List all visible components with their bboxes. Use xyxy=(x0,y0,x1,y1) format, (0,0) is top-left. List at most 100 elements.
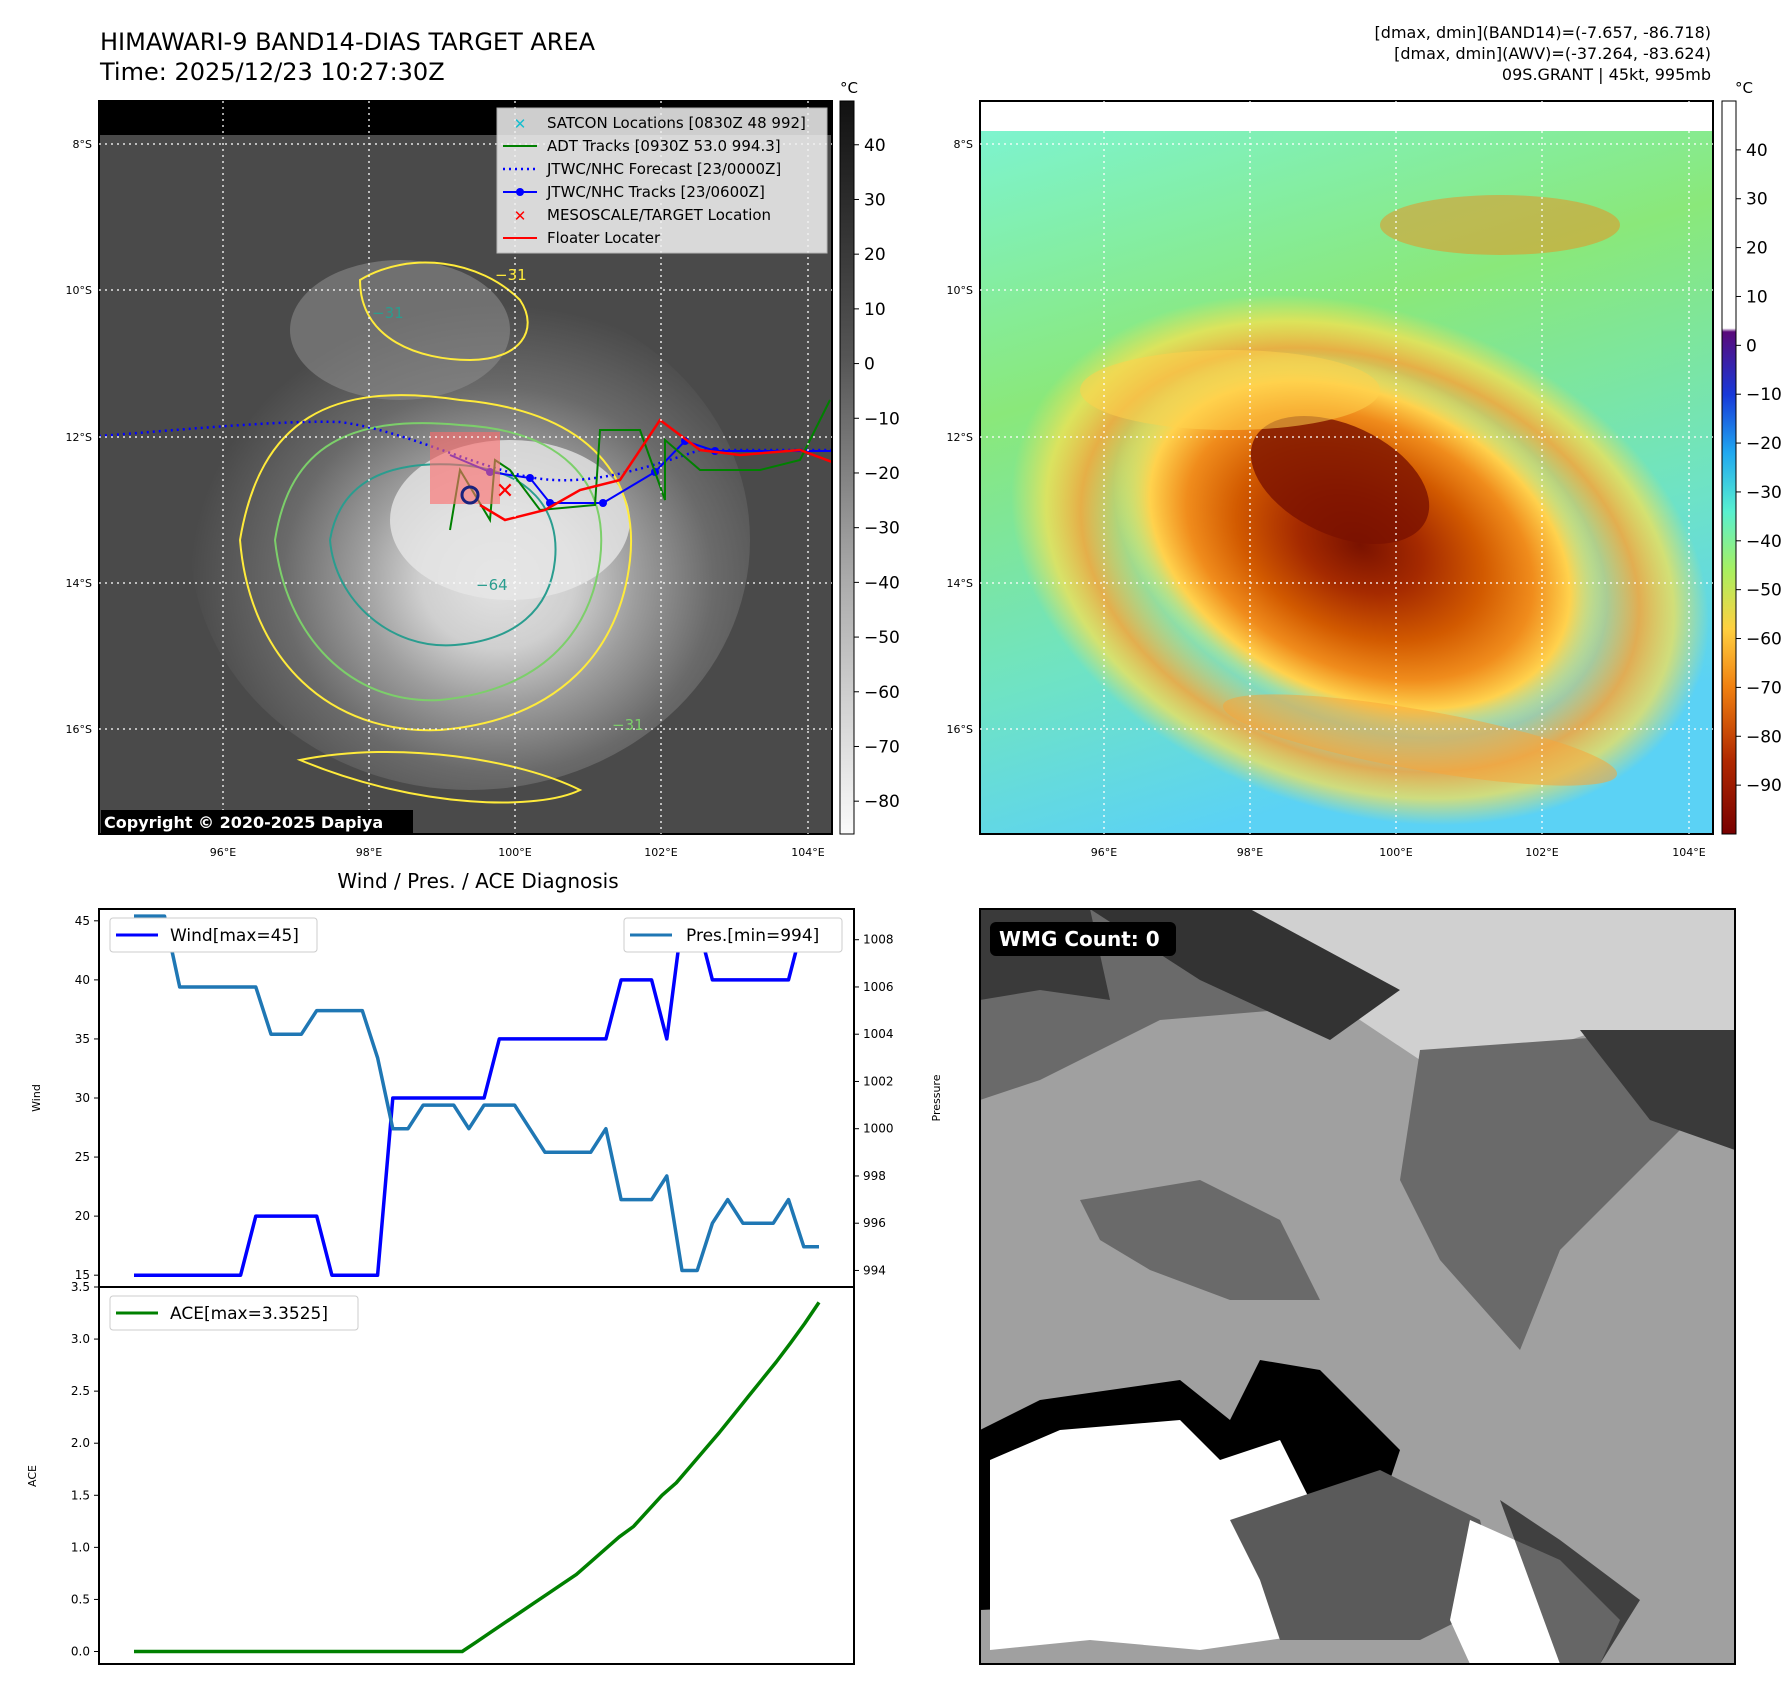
colorbar-tick-label: −20 xyxy=(1746,434,1782,454)
wind-pressure-chart: 15 20 25 30 35 40 45 994 996 998 1000 1002 1004 1006 1… xyxy=(30,908,943,1288)
ir-legend: ✕ SATCON Locations [0830Z 48 992] ADT Tr… xyxy=(496,107,828,254)
svg-text:16°S: 16°S xyxy=(947,723,973,736)
colorbar-tick-label: −60 xyxy=(1746,630,1782,650)
series-line-1 xyxy=(134,914,819,1273)
colorbar-tick-label: −10 xyxy=(864,409,900,429)
colorbar-tick-label: 10 xyxy=(1746,287,1768,307)
jtwc-forecast-track xyxy=(99,420,832,482)
y-right-tick-label: 994 xyxy=(863,1263,886,1277)
stats-storm: 09S.GRANT | 45kt, 995mb xyxy=(1502,65,1711,84)
colorbar-tick-label: 20 xyxy=(1746,239,1768,259)
contour-green xyxy=(273,422,603,702)
y-tick-label: 3.5 xyxy=(71,1280,90,1294)
wmg-count-badge xyxy=(990,922,1176,956)
svg-text:10°S: 10°S xyxy=(66,284,92,297)
wind-axis-label: Wind xyxy=(30,1084,43,1112)
y-right-tick-label: 1002 xyxy=(863,1074,894,1088)
y-tick-label: 2.5 xyxy=(71,1384,90,1398)
pressure-legend: Pres.[min=994] xyxy=(623,917,843,953)
y-tick-label: 2.0 xyxy=(71,1436,90,1450)
svg-text:104°E: 104°E xyxy=(791,846,824,859)
copyright-text: Copyright © 2020-2025 Dapiya xyxy=(104,813,383,832)
colorbar-tick-label: 30 xyxy=(1746,190,1768,210)
colorbar-tick-label: −50 xyxy=(864,628,900,648)
wind-legend: Wind[max=45] xyxy=(109,917,318,953)
y-tick-label: 45 xyxy=(75,914,90,928)
svg-text:✕: ✕ xyxy=(514,207,527,225)
colorbar-tick-label: 40 xyxy=(1746,141,1768,161)
colorbar-tick-label: 20 xyxy=(864,245,886,265)
svg-text:98°E: 98°E xyxy=(356,846,382,859)
colorbar-tick-label: −80 xyxy=(864,792,900,812)
y-tick-label: 0.0 xyxy=(71,1645,90,1659)
stats-band14: [dmax, dmin](BAND14)=(-7.657, -86.718) xyxy=(1375,23,1711,42)
ir-colorbar: °C 40 30 20 10 0 −10 −20 −30 −40 −50 −60 −70 −80 xyxy=(839,79,900,835)
y-tick-label: 0.5 xyxy=(71,1592,90,1606)
colorbar-tick-label: −10 xyxy=(1746,385,1782,405)
contour-yellow xyxy=(238,394,633,732)
svg-text:12°S: 12°S xyxy=(947,431,973,444)
colorbar-tick-label: −60 xyxy=(864,683,900,703)
awv-lon-labels: 96°E 98°E 100°E 102°E 104°E xyxy=(1091,846,1706,859)
colorbar-tick-label: −40 xyxy=(864,573,900,593)
y-tick-label: 35 xyxy=(75,1032,90,1046)
svg-text:100°E: 100°E xyxy=(1379,846,1412,859)
svg-text:98°E: 98°E xyxy=(1237,846,1263,859)
ir-panel: ✕ −31 −31 −64 −31 8°S 10°S 12°S 14°S 16°… xyxy=(66,79,900,859)
colorbar-tick-label: −90 xyxy=(1746,776,1782,796)
ir-lon-labels: 96°E 98°E 100°E 102°E 104°E xyxy=(210,846,825,859)
y-tick-label: 3.0 xyxy=(71,1332,90,1346)
colorbar-tick-label: −70 xyxy=(1746,678,1782,698)
pressure-axis-label: Pressure xyxy=(930,1074,943,1121)
ace-legend-label: ACE[max=3.3525] xyxy=(170,1304,328,1324)
ace-chart: 0.0 0.5 1.0 1.5 2.0 2.5 3.0 3.5 ACE ACE[max=3.3… xyxy=(26,1280,855,1665)
colorbar-tick-label: 10 xyxy=(864,300,886,320)
y-tick-label: 1.5 xyxy=(71,1488,90,1502)
svg-text:14°S: 14°S xyxy=(947,577,973,590)
svg-text:104°E: 104°E xyxy=(1672,846,1705,859)
y-tick-label: 40 xyxy=(75,973,90,987)
copyright-badge xyxy=(101,810,413,834)
y-tick-label: 15 xyxy=(75,1268,90,1282)
stats-awv: [dmax, dmin](AWV)=(-37.264, -83.624) xyxy=(1394,44,1711,63)
ir-gridlines xyxy=(99,101,832,834)
ace-legend: ACE[max=3.3525] xyxy=(109,1295,359,1331)
svg-text:8°S: 8°S xyxy=(73,138,92,151)
legend-jtwc-tracks: JTWC/NHC Tracks [23/0600Z] xyxy=(546,183,765,201)
legend-jtwc-forecast: JTWC/NHC Forecast [23/0000Z] xyxy=(546,160,781,178)
svg-text:102°E: 102°E xyxy=(644,846,677,859)
contour-teal xyxy=(328,463,557,647)
svg-text:10°S: 10°S xyxy=(947,284,973,297)
wind-legend-label: Wind[max=45] xyxy=(170,926,299,946)
y-right-tick-label: 1004 xyxy=(863,1027,894,1041)
y-right-tick-label: 998 xyxy=(863,1169,886,1183)
wmg-count-label: WMG Count: 0 xyxy=(999,927,1160,951)
svg-text:100°E: 100°E xyxy=(498,846,531,859)
y-right-tick-label: 1006 xyxy=(863,980,894,994)
awv-gridlines xyxy=(980,101,1713,834)
colorbar-tick-label: −30 xyxy=(864,519,900,539)
colorbar-tick-label: 0 xyxy=(1746,336,1757,356)
svg-text:12°S: 12°S xyxy=(66,431,92,444)
wmg-image xyxy=(980,909,1735,1664)
ace-axis-label: ACE xyxy=(26,1465,39,1487)
target-marker: ✕ xyxy=(496,479,514,504)
svg-text:✕: ✕ xyxy=(514,115,527,133)
chart-title: Wind / Pres. / ACE Diagnosis xyxy=(337,869,618,893)
svg-text:°C: °C xyxy=(840,79,858,97)
colorbar-tick-label: 30 xyxy=(864,190,886,210)
colorbar-tick-label: 0 xyxy=(864,355,875,375)
target-box xyxy=(430,432,500,504)
awv-lat-labels: 8°S 10°S 12°S 14°S 16°S xyxy=(947,138,973,736)
contour-label: −64 xyxy=(476,576,508,594)
y-tick-label: 30 xyxy=(75,1091,90,1105)
legend-satcon: SATCON Locations [0830Z 48 992] xyxy=(547,114,806,132)
contour-label: −31 xyxy=(612,716,644,734)
awv-panel: 8°S 10°S 12°S 14°S 16°S 96°E 98°E 100°E … xyxy=(947,79,1782,859)
svg-text:96°E: 96°E xyxy=(1091,846,1117,859)
y-right-tick-label: 996 xyxy=(863,1216,886,1230)
y-tick-label: 20 xyxy=(75,1209,90,1223)
awv-image xyxy=(980,101,1713,834)
colorbar-tick-label: −70 xyxy=(864,737,900,757)
contour-label: −31 xyxy=(372,304,404,322)
